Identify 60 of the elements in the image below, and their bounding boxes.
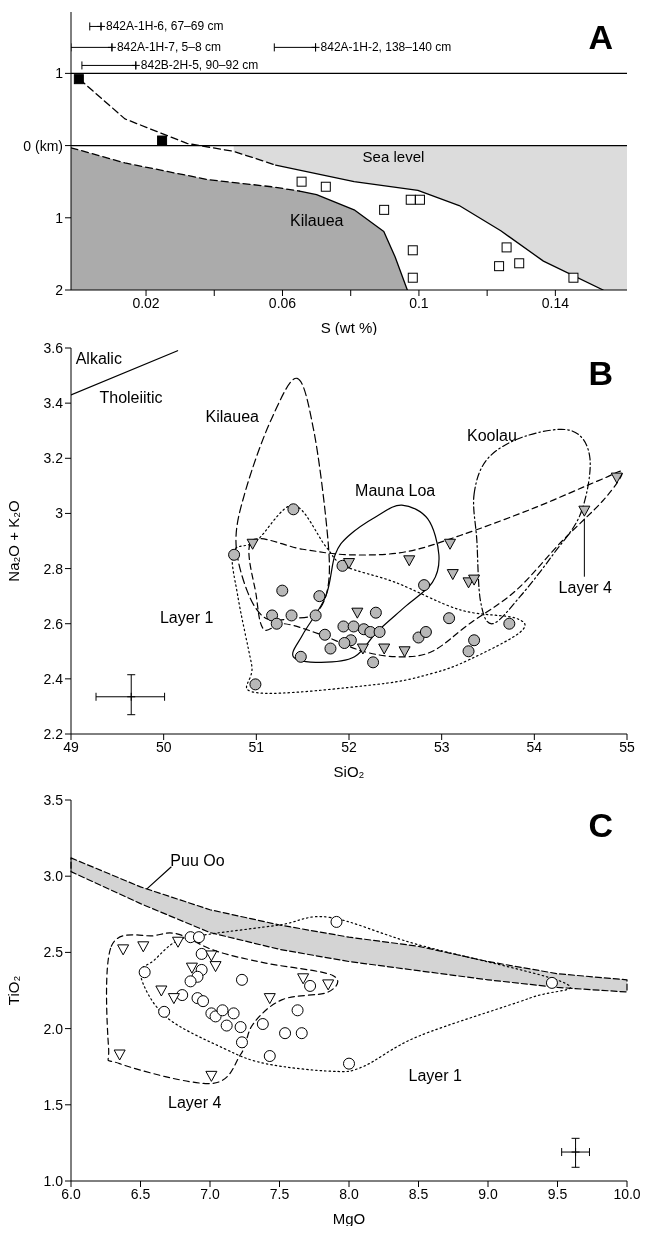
y-tick-label: 2.5 [43,944,64,961]
chart-title: C [588,806,613,844]
data-label: 842A-1H-6, 67–69 cm [106,19,224,34]
chart-title: A [588,18,613,56]
y-tick-label: 3.2 [43,450,64,467]
y-tick-label: 3.4 [43,395,64,412]
x-tick-label: 7.0 [200,1185,220,1202]
y-tick-label: 1.0 [43,1172,64,1189]
x-tick-label: 8.0 [339,1185,359,1202]
x-tick-label: 6.5 [130,1185,151,1202]
data-label: 842A-1H-7, 5–8 cm [116,40,221,55]
y-tick-label: 2.6 [43,615,64,632]
x-tick-label: 52 [341,738,357,755]
y-tick-label: 2.0 [43,1020,64,1037]
ref-line-label: Sea level [362,147,425,165]
y-tick-label: 1.5 [43,1096,64,1113]
annotation: Koolau [466,427,517,445]
annotation: Layer 1 [408,1066,462,1084]
x-tick-label: 9.5 [547,1185,568,1202]
annotation: Layer 1 [159,609,214,627]
annotation: Kilauea [290,212,344,230]
y-tick-label: 3.0 [43,868,64,885]
x-tick-label: 54 [526,738,543,755]
chart-title: B [588,354,613,392]
annotation: Tholeiitic [99,388,163,406]
data-label: 842A-1H-2, 138–140 cm [320,40,452,55]
x-tick-label: 8.5 [408,1185,429,1202]
x-tick-label: 55 [619,738,635,755]
annotation: Layer 4 [168,1094,222,1112]
y-axis-title: TiO₂ [5,975,23,1006]
x-tick-label: 0.14 [541,294,570,311]
y-tick-label: 2.8 [43,560,64,577]
annotation: Puu Oo [170,851,225,869]
y-tick-label: 1 [55,209,64,226]
y-tick-label: 3.5 [43,791,64,808]
x-tick-label: 6.0 [61,1185,81,1202]
x-tick-label: 51 [248,738,265,755]
y-tick-label: 1 [55,65,64,82]
y-tick-label: 2.2 [43,725,64,742]
x-tick-label: 7.5 [269,1185,290,1202]
annotation: Kilauea [205,408,259,426]
y-tick-label: 2 [55,281,64,298]
y-tick-label: 2.4 [43,670,64,687]
data-label: 842B-2H-5, 90–92 cm [140,58,259,73]
x-tick-label: 49 [63,738,79,755]
x-tick-label: 50 [155,738,172,755]
y-axis-title: Na₂O + K₂O [5,500,23,582]
x-tick-label: 9.0 [478,1185,498,1202]
y-tick-label: 3 [55,505,64,522]
y-tick-label: 3.6 [43,339,64,356]
annotation: Mauna Loa [355,482,436,500]
annotation: Alkalic [75,350,122,368]
x-tick-label: 0.1 [409,294,429,311]
x-axis-title: SiO₂ [333,763,365,780]
x-tick-label: 53 [433,738,450,755]
x-tick-label: 0.02 [132,294,160,311]
x-tick-label: 10.0 [613,1185,641,1202]
x-tick-label: 0.06 [268,294,297,311]
y-tick-label: 0 (km) [23,137,63,154]
annotation: Layer 4 [558,578,612,596]
